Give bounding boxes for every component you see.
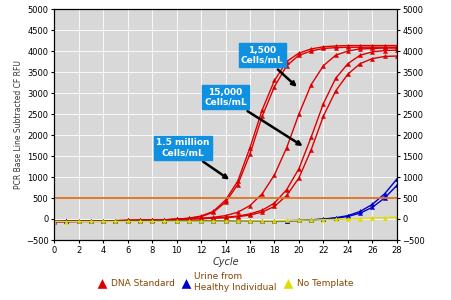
Y-axis label: PCR Base Line Subtracted CF RFU: PCR Base Line Subtracted CF RFU bbox=[14, 60, 23, 189]
X-axis label: Cycle: Cycle bbox=[212, 257, 239, 267]
Legend: DNA Standard, Urine from
Healthy Individual, No Template: DNA Standard, Urine from Healthy Individ… bbox=[94, 269, 357, 296]
Text: 1,500
Cells/mL: 1,500 Cells/mL bbox=[241, 46, 295, 85]
Text: 1.5 million
Cells/mL: 1.5 million Cells/mL bbox=[156, 138, 227, 178]
Text: 15,000
Cells/mL: 15,000 Cells/mL bbox=[204, 88, 300, 145]
